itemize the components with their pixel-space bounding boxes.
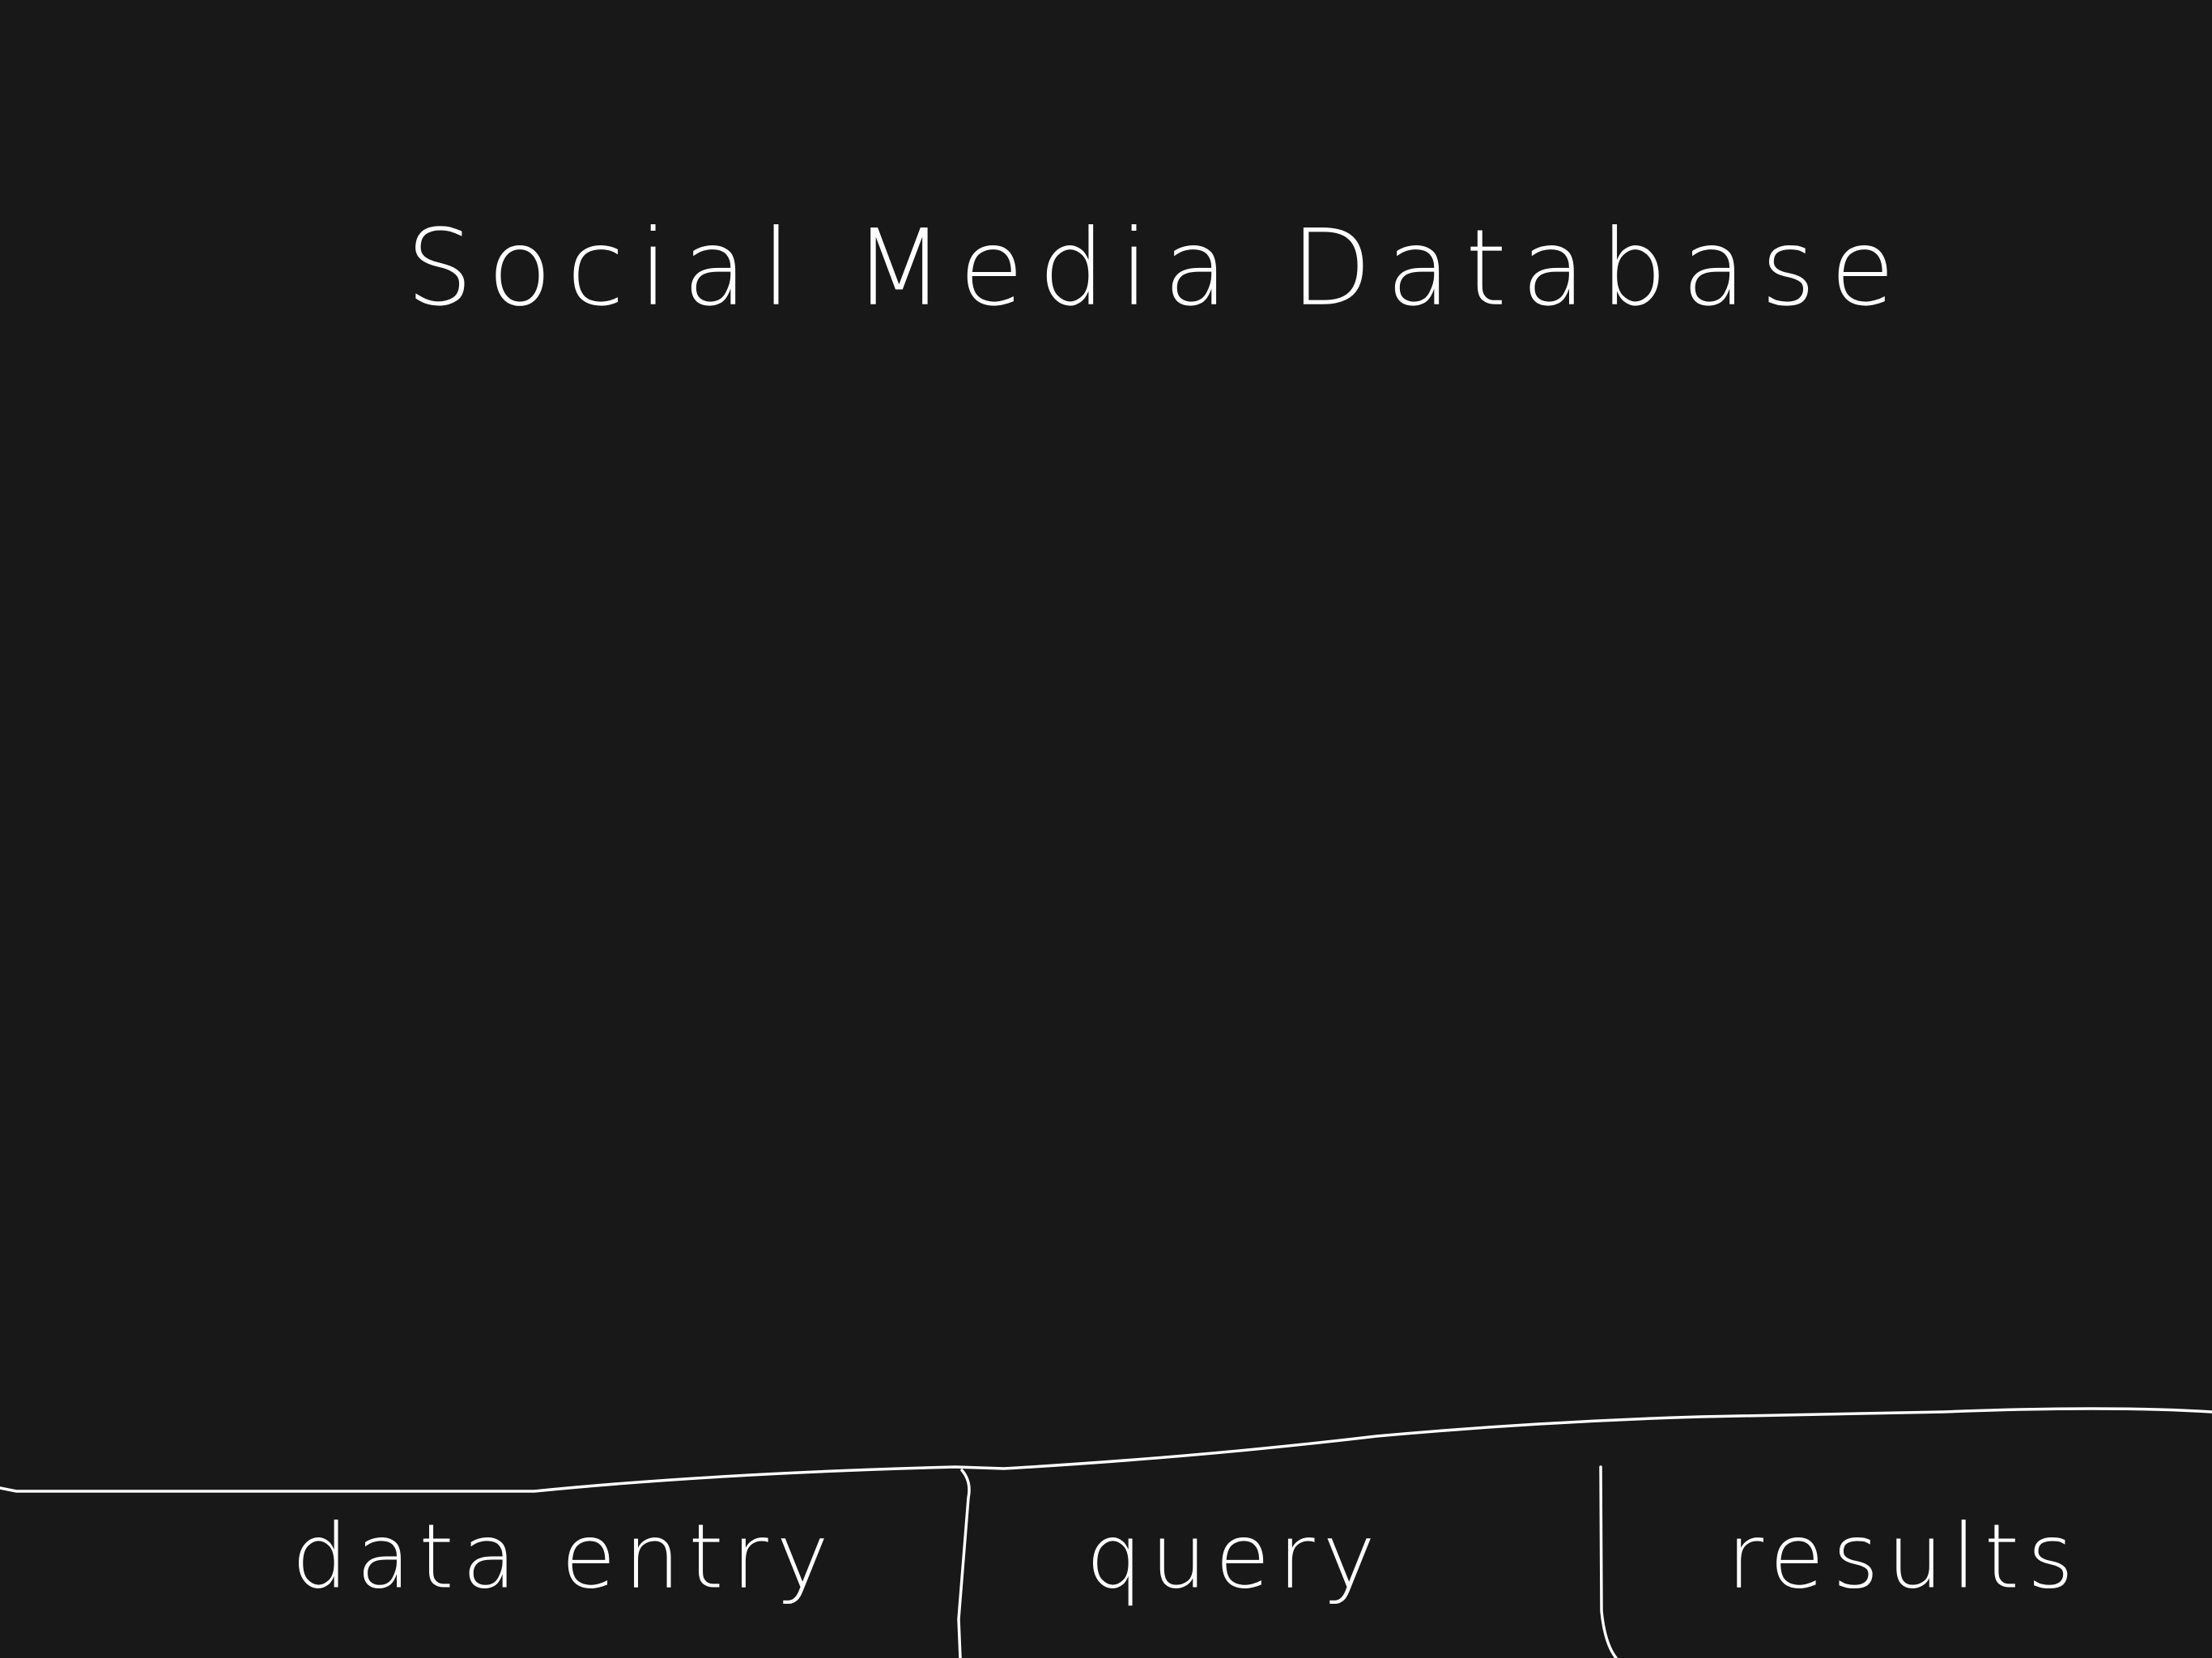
tab-label[interactable]: query bbox=[1086, 1504, 1384, 1608]
tab-divider bbox=[957, 1469, 971, 1658]
tab-divider bbox=[1599, 1465, 1618, 1658]
tab-label[interactable]: results bbox=[1727, 1504, 2082, 1608]
title: Social Media Database bbox=[406, 206, 1910, 329]
tab-label[interactable]: data entry bbox=[291, 1504, 837, 1608]
tab-bar-border bbox=[0, 1407, 2212, 1493]
